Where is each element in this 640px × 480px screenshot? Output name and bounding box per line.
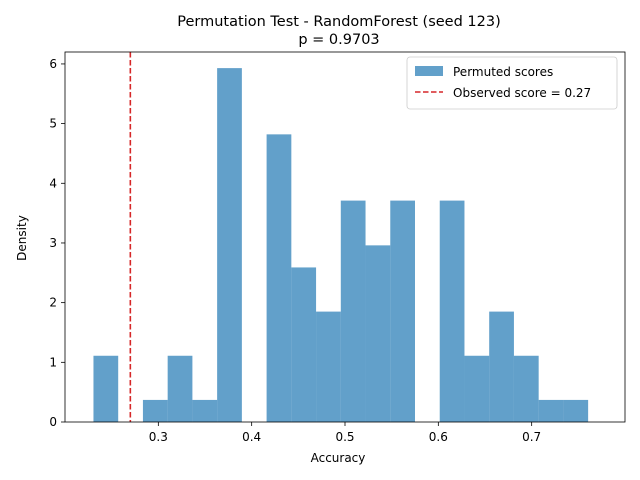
histogram-bar [439,200,465,422]
histogram-bar [142,399,168,422]
histogram-bar [217,68,242,422]
histogram-bar [167,355,193,422]
y-axis-label: Density [15,215,29,261]
histogram-bar [316,311,341,422]
histogram-bar [365,245,391,422]
histogram-bar [489,311,514,422]
histogram-bars [93,68,589,422]
y-tick-label: 2 [49,296,57,310]
legend-swatch-permuted [415,66,443,76]
histogram-bar [563,399,589,422]
y-tick-label: 1 [49,355,57,369]
legend-label-observed: Observed score = 0.27 [453,86,591,100]
x-tick-label: 0.6 [429,430,448,444]
x-axis: 0.3 0.4 0.5 0.6 0.7 [149,422,541,444]
y-tick-label: 4 [49,176,57,190]
x-axis-label: Accuracy [311,451,366,465]
legend-box [406,56,618,110]
y-tick-label: 5 [49,117,57,131]
histogram-bar [538,399,564,422]
histogram-bar [464,355,490,422]
x-tick-label: 0.5 [335,430,354,444]
x-tick-label: 0.3 [149,430,168,444]
y-axis: 0 1 2 3 4 5 6 [49,57,65,429]
histogram-bar [291,267,317,422]
chart-title: Permutation Test - RandomForest (seed 12… [177,14,500,30]
histogram-bar [266,134,292,422]
histogram-bar [513,355,539,422]
histogram-bar [93,355,119,422]
y-tick-label: 0 [49,415,57,429]
histogram-bar [192,399,218,422]
x-tick-label: 0.7 [522,430,541,444]
histogram-bar [340,200,366,422]
legend: Permuted scores Observed score = 0.27 [406,56,618,110]
chart-subtitle: p = 0.9703 [298,32,379,48]
histogram-bar [390,200,415,422]
y-tick-label: 6 [49,57,57,71]
y-tick-label: 3 [49,236,57,250]
plot-frame [64,51,626,423]
x-tick-label: 0.4 [242,430,261,444]
legend-label-permuted: Permuted scores [453,65,553,79]
